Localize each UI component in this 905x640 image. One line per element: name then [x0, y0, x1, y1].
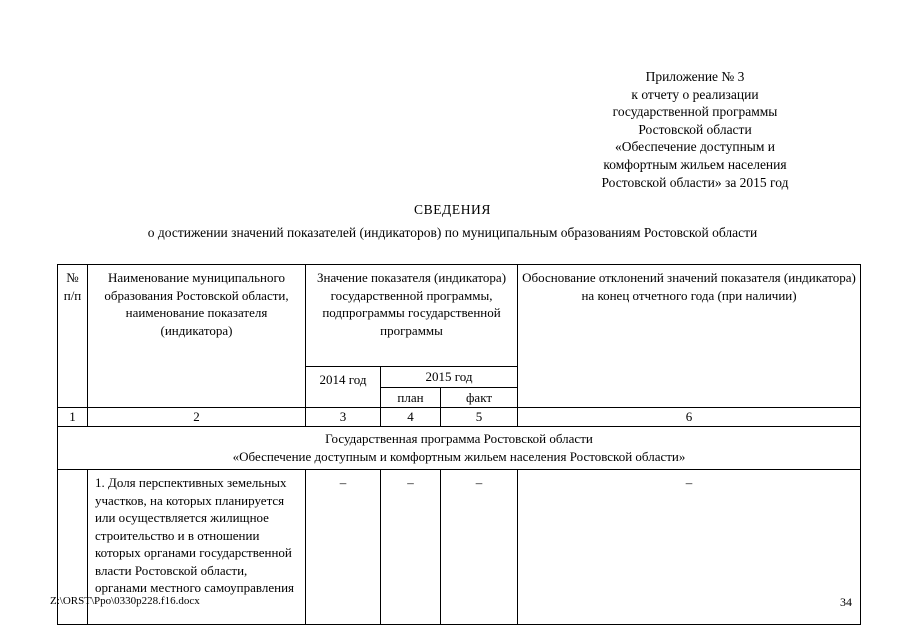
indicators-table: № п/п Наименование муниципального образо… — [56, 264, 862, 625]
header-cell-plan: план — [380, 386, 441, 408]
footer-file-path: Z:\ORST\Ppo\0330p228.f16.docx — [50, 595, 200, 607]
header-cell-year-2015: 2015 год — [379, 366, 519, 388]
header-label-number: № п/п — [63, 270, 82, 303]
page-subtitle: о достижении значений показателей (индик… — [147, 225, 758, 240]
header-label-name: Наименование муниципального образования … — [104, 270, 289, 338]
appendix-header-line-6: комфортным жильем населения — [603, 156, 787, 172]
appendix-header-line-2: к отчету о реализации — [631, 86, 759, 102]
header-cell-fact: факт — [439, 386, 519, 408]
header-label-value-group: Значение показателя (индикатора) государ… — [317, 270, 507, 338]
header-cell-value-group: Значение показателя (индикатора) государ… — [304, 264, 519, 367]
header-cell-year-2014: 2014 год — [305, 366, 381, 408]
table-subheader-year-row: 2014 год 2015 год — [58, 366, 861, 408]
appendix-header-line-4: Ростовской области — [638, 121, 752, 137]
program-title-line-1: Государственная программа Ростовской обл… — [325, 431, 593, 446]
row-value-2015-fact-cell: – — [439, 469, 519, 625]
row-value-2015-plan-cell: – — [380, 469, 441, 625]
table-header-row: № п/п Наименование муниципального образо… — [57, 264, 862, 408]
header-cell-number: № п/п — [57, 264, 88, 408]
column-number-1: 1 — [57, 407, 88, 427]
column-number-6: 6 — [517, 407, 862, 427]
column-number-4: 4 — [380, 407, 441, 427]
footer-page-number: 34 — [840, 595, 852, 609]
header-cell-justification: Обоснование отклонений значений показате… — [517, 264, 862, 408]
column-number-2: 2 — [87, 407, 306, 427]
row-indicator-text: 1. Доля перспективных земельных участков… — [95, 475, 295, 595]
header-label-justification: Обоснование отклонений значений показате… — [522, 270, 856, 303]
header-label-plan: план — [397, 389, 424, 405]
table-row: 1. Доля перспективных земельных участков… — [57, 469, 862, 625]
header-label-fact: факт — [466, 389, 493, 405]
row-value-2014-cell: – — [305, 469, 381, 625]
appendix-header-line-1: Приложение № 3 — [645, 69, 745, 84]
appendix-header-line-3: государственной программы — [612, 104, 778, 120]
header-cell-name: Наименование муниципального образования … — [87, 264, 306, 408]
page-title: СВЕДЕНИЯ — [413, 202, 491, 217]
program-title-line-2: «Обеспечение доступным и комфортным жиль… — [232, 448, 686, 464]
column-number-3: 3 — [305, 407, 381, 427]
appendix-header-line-7: Ростовской области» за 2015 год — [601, 174, 789, 190]
program-title-cell: Государственная программа Ростовской обл… — [56, 426, 862, 470]
row-justification-cell: – — [517, 469, 862, 625]
table-column-number-row: 1 2 3 4 5 6 — [57, 407, 862, 427]
appendix-header-line-5: «Обеспечение доступным и — [614, 139, 776, 155]
header-label-year-2015: 2015 год — [425, 369, 473, 384]
header-label-year-2014: 2014 год — [319, 372, 367, 387]
appendix-header-block: Приложение № 3 к отчету о реализации гос… — [545, 68, 845, 191]
column-number-5: 5 — [439, 407, 519, 427]
table-program-title-row: Государственная программа Ростовской обл… — [56, 426, 862, 470]
table-subheader-planfact-row: план факт — [58, 386, 861, 408]
row-indicator-cell: 1. Доля перспективных земельных участков… — [87, 469, 306, 625]
